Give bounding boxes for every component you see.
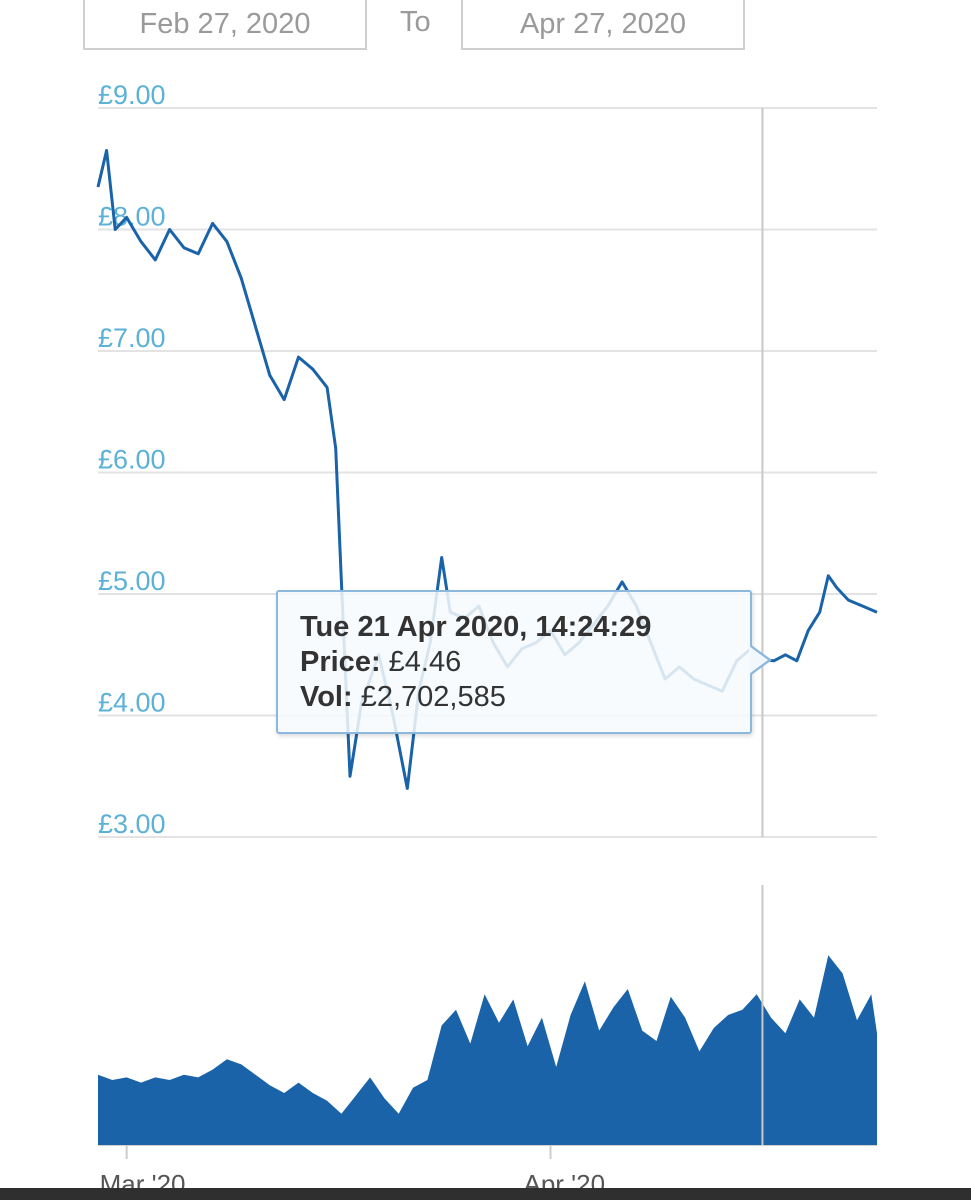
price-y-tick-label: £3.00 bbox=[98, 809, 166, 839]
bottom-bar bbox=[0, 1188, 971, 1200]
price-y-axis: £9.00£8.00£7.00£6.00£5.00£4.00£3.00 bbox=[98, 80, 166, 839]
price-tooltip: Tue 21 Apr 2020, 14:24:29 Price: £4.46 V… bbox=[276, 590, 752, 734]
tooltip-price-label: Price: bbox=[300, 646, 381, 678]
tooltip-volume-value: £2,702,585 bbox=[360, 681, 506, 713]
price-y-tick-label: £7.00 bbox=[98, 323, 166, 353]
volume-series-area bbox=[98, 955, 877, 1145]
price-y-tick-label: £4.00 bbox=[98, 688, 166, 718]
date-to-field[interactable]: Apr 27, 2020 bbox=[461, 0, 745, 50]
to-label: To bbox=[400, 6, 431, 38]
date-from-field[interactable]: Feb 27, 2020 bbox=[83, 0, 367, 50]
price-y-tick-label: £5.00 bbox=[98, 566, 166, 596]
tooltip-price-row: Price: £4.46 bbox=[300, 645, 750, 680]
tooltip-pointer-fill bbox=[749, 646, 768, 674]
tooltip-volume-label: Vol: bbox=[300, 681, 353, 713]
tooltip-date: Tue 21 Apr 2020, 14:24:29 bbox=[300, 611, 652, 643]
price-y-tick-label: £6.00 bbox=[98, 445, 166, 475]
tooltip-volume-row: Vol: £2,702,585 bbox=[300, 680, 750, 715]
tooltip-price-value: £4.46 bbox=[388, 646, 462, 678]
price-y-tick-label: £9.00 bbox=[98, 80, 166, 110]
